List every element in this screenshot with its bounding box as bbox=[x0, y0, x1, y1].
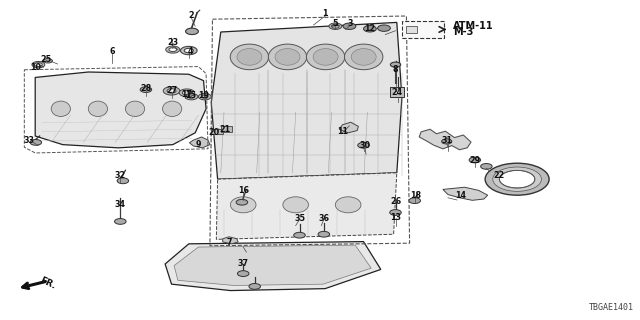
Text: TBGAE1401: TBGAE1401 bbox=[589, 303, 634, 312]
Circle shape bbox=[249, 284, 260, 289]
Ellipse shape bbox=[125, 101, 145, 116]
Text: 10: 10 bbox=[29, 63, 41, 72]
Text: 22: 22 bbox=[493, 171, 505, 180]
Polygon shape bbox=[165, 242, 381, 291]
Circle shape bbox=[30, 140, 42, 145]
Ellipse shape bbox=[307, 44, 345, 70]
Text: 32: 32 bbox=[115, 171, 126, 180]
Text: 35: 35 bbox=[294, 214, 305, 223]
Polygon shape bbox=[211, 22, 402, 179]
Text: 8: 8 bbox=[393, 65, 398, 74]
Polygon shape bbox=[223, 237, 238, 244]
Ellipse shape bbox=[51, 101, 70, 116]
Ellipse shape bbox=[230, 44, 269, 70]
FancyBboxPatch shape bbox=[211, 129, 223, 134]
Circle shape bbox=[236, 199, 248, 205]
Circle shape bbox=[237, 271, 249, 276]
Text: 15: 15 bbox=[185, 92, 196, 100]
Polygon shape bbox=[174, 245, 371, 285]
Circle shape bbox=[44, 59, 52, 63]
Ellipse shape bbox=[163, 101, 182, 116]
Text: 3: 3 bbox=[348, 19, 353, 28]
Ellipse shape bbox=[230, 197, 256, 213]
Text: 7: 7 bbox=[227, 238, 232, 247]
Text: 34: 34 bbox=[115, 200, 126, 209]
Circle shape bbox=[378, 25, 390, 31]
Circle shape bbox=[390, 210, 401, 215]
Text: 27: 27 bbox=[166, 86, 177, 95]
Polygon shape bbox=[189, 137, 210, 148]
Text: 28: 28 bbox=[140, 84, 152, 93]
Text: 23: 23 bbox=[167, 38, 179, 47]
FancyBboxPatch shape bbox=[402, 21, 444, 38]
Polygon shape bbox=[339, 122, 358, 133]
Ellipse shape bbox=[313, 49, 338, 65]
Ellipse shape bbox=[283, 197, 308, 213]
Ellipse shape bbox=[88, 101, 108, 116]
Circle shape bbox=[390, 62, 401, 67]
Text: 26: 26 bbox=[390, 197, 401, 206]
Circle shape bbox=[115, 219, 126, 224]
Circle shape bbox=[343, 23, 356, 29]
Text: 25: 25 bbox=[40, 55, 52, 64]
FancyBboxPatch shape bbox=[390, 87, 404, 97]
Ellipse shape bbox=[268, 44, 307, 70]
Circle shape bbox=[481, 164, 492, 169]
Text: 6: 6 bbox=[109, 47, 115, 56]
Text: 18: 18 bbox=[410, 191, 422, 200]
Circle shape bbox=[358, 142, 369, 148]
Circle shape bbox=[117, 178, 129, 184]
Circle shape bbox=[469, 157, 481, 163]
Text: 11: 11 bbox=[337, 127, 348, 136]
Polygon shape bbox=[35, 72, 206, 148]
Circle shape bbox=[442, 139, 452, 144]
Polygon shape bbox=[419, 129, 471, 150]
FancyBboxPatch shape bbox=[406, 26, 417, 33]
Text: 24: 24 bbox=[391, 88, 403, 97]
Text: 33: 33 bbox=[24, 136, 35, 145]
Text: 4: 4 bbox=[188, 47, 193, 56]
Text: 13: 13 bbox=[390, 213, 401, 222]
Text: 2: 2 bbox=[188, 11, 193, 20]
Ellipse shape bbox=[351, 49, 376, 65]
Text: FR.: FR. bbox=[38, 275, 57, 291]
Text: 20: 20 bbox=[209, 128, 220, 137]
Text: 16: 16 bbox=[237, 186, 249, 195]
FancyBboxPatch shape bbox=[221, 126, 232, 132]
Text: 29: 29 bbox=[469, 156, 481, 165]
Text: 21: 21 bbox=[220, 125, 231, 134]
Circle shape bbox=[364, 26, 376, 32]
Text: 5: 5 bbox=[333, 19, 338, 28]
Ellipse shape bbox=[275, 49, 300, 65]
Ellipse shape bbox=[335, 197, 361, 213]
Text: 17: 17 bbox=[181, 90, 193, 99]
Text: 31: 31 bbox=[441, 136, 452, 145]
Ellipse shape bbox=[344, 44, 383, 70]
Text: 19: 19 bbox=[198, 92, 209, 100]
Text: 37: 37 bbox=[237, 259, 249, 268]
Text: 30: 30 bbox=[359, 141, 371, 150]
Circle shape bbox=[140, 87, 152, 92]
Text: 14: 14 bbox=[455, 191, 467, 200]
Text: 36: 36 bbox=[318, 214, 330, 223]
Text: ATM-11: ATM-11 bbox=[453, 21, 493, 31]
Ellipse shape bbox=[237, 49, 262, 65]
Text: 12: 12 bbox=[364, 24, 376, 33]
Circle shape bbox=[318, 231, 330, 237]
Circle shape bbox=[409, 198, 420, 204]
Polygon shape bbox=[443, 187, 488, 200]
Circle shape bbox=[294, 232, 305, 238]
Polygon shape bbox=[216, 173, 397, 239]
Text: M-3: M-3 bbox=[453, 27, 474, 37]
Circle shape bbox=[186, 28, 198, 35]
Text: 9: 9 bbox=[196, 140, 201, 149]
Text: 1: 1 bbox=[323, 9, 328, 18]
